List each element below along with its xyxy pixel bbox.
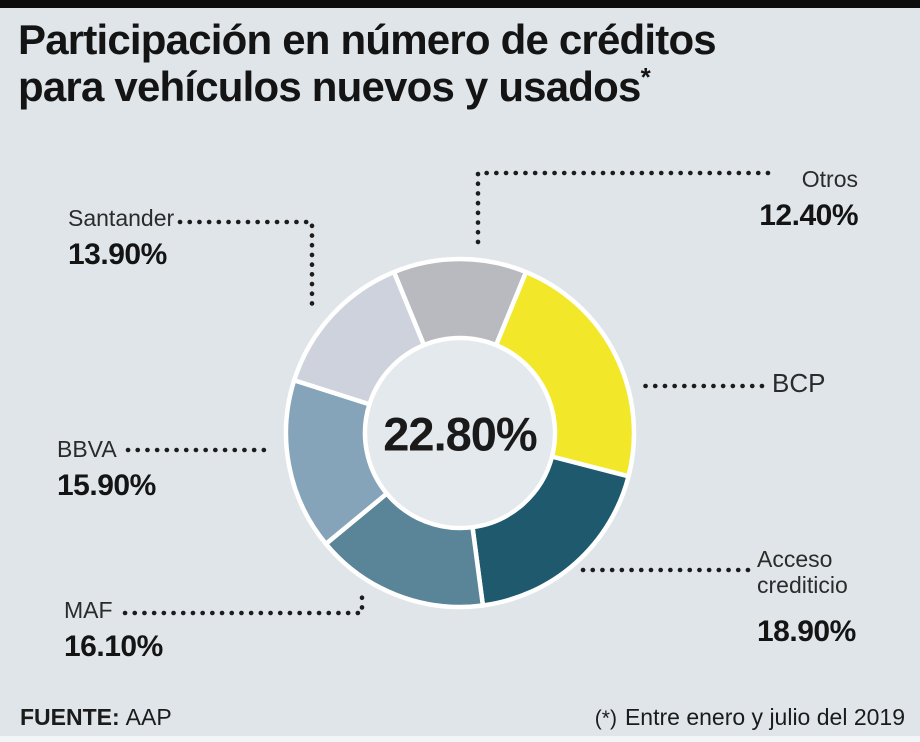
- donut-segment-acceso-crediticio: [470, 454, 631, 608]
- leader-line-otros: [475, 170, 771, 249]
- label-santander: Santander: [68, 205, 175, 231]
- value-otros: 12.40%: [759, 199, 858, 233]
- label-group-bbva: BBVA 15.90%: [57, 436, 156, 503]
- label-group-maf: MAF 16.10%: [64, 597, 163, 664]
- page-title: Participación en número de créditos para…: [18, 16, 717, 111]
- leader-line-maf: [122, 586, 365, 616]
- label-bbva: BBVA: [57, 436, 117, 462]
- label-otros: Otros: [801, 166, 858, 192]
- title-footnote-mark: *: [640, 62, 651, 93]
- footnote: (*) Entre enero y julio del 2019: [595, 704, 905, 731]
- value-maf: 16.10%: [64, 630, 163, 664]
- label-maf: MAF: [64, 597, 113, 623]
- title-line-1: Participación en número de créditos: [18, 16, 717, 63]
- footnote-mark: (*): [594, 707, 617, 730]
- donut-segment-bcp: [493, 269, 637, 479]
- title-line-2: para vehículos nuevos y usados*: [18, 62, 651, 111]
- value-bbva: 15.90%: [57, 469, 156, 503]
- leader-line-santander: [177, 219, 315, 313]
- label-group-santander: Santander 13.90%: [68, 205, 174, 272]
- label-group-acceso-crediticio: Acceso crediticio 18.90%: [757, 546, 887, 649]
- source-value: AAP: [125, 704, 172, 730]
- value-acceso-crediticio: 18.90%: [757, 614, 856, 648]
- source-label: FUENTE:: [20, 704, 120, 730]
- label-group-bcp: BCP: [772, 368, 826, 399]
- donut-center-value: 22.80%: [383, 407, 537, 461]
- label-acceso-crediticio: Acceso crediticio: [757, 546, 848, 599]
- footnote-text: Entre enero y julio del 2019: [624, 704, 905, 730]
- donut-segment-santander: [291, 269, 427, 407]
- label-group-otros: Otros 12.40%: [759, 166, 858, 233]
- value-santander: 13.90%: [68, 238, 167, 272]
- donut-segment-maf: [323, 491, 486, 610]
- donut-hole: [367, 340, 553, 526]
- source: FUENTE: AAP: [20, 704, 172, 731]
- bottom-margin: [0, 736, 920, 742]
- label-bcp: BCP: [772, 368, 826, 398]
- top-rule: [0, 0, 920, 8]
